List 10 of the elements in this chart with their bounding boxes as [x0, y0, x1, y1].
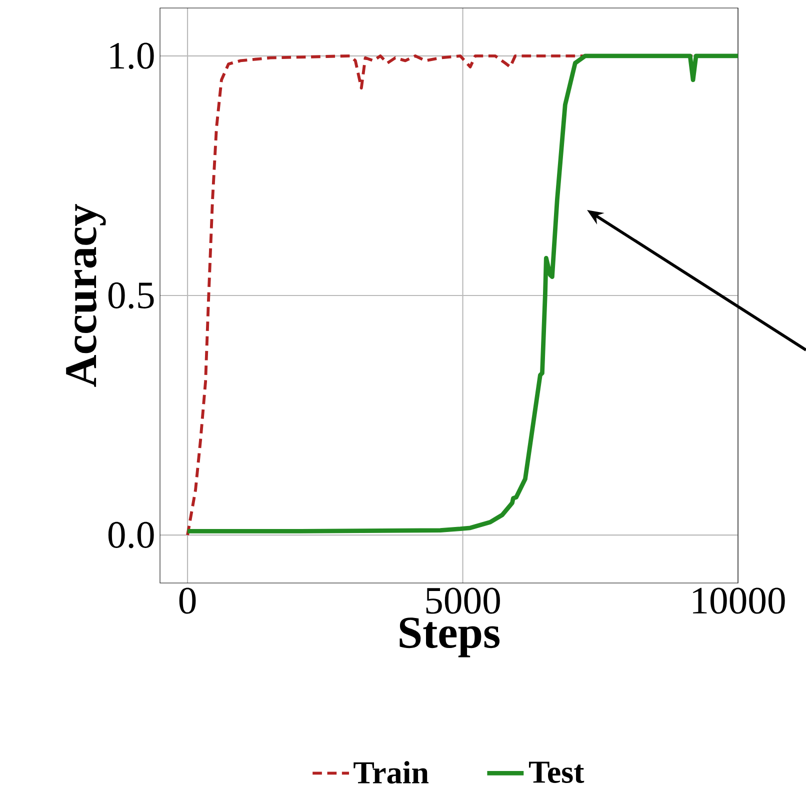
- y-axis-title: Accuracy: [66, 204, 106, 387]
- y-tick-label: 1.0: [110, 42, 154, 70]
- y-tick-label: 0.0: [108, 522, 154, 548]
- legend-label: Test: [528, 762, 584, 783]
- x-tick-label: 5000: [426, 588, 500, 614]
- x-tick-label: 0: [179, 588, 196, 614]
- y-tick-label: 0.5: [108, 282, 154, 309]
- legend-label: Train: [354, 761, 429, 784]
- x-tick-label: 10000: [693, 588, 785, 614]
- x-axis-title: Steps: [400, 618, 500, 658]
